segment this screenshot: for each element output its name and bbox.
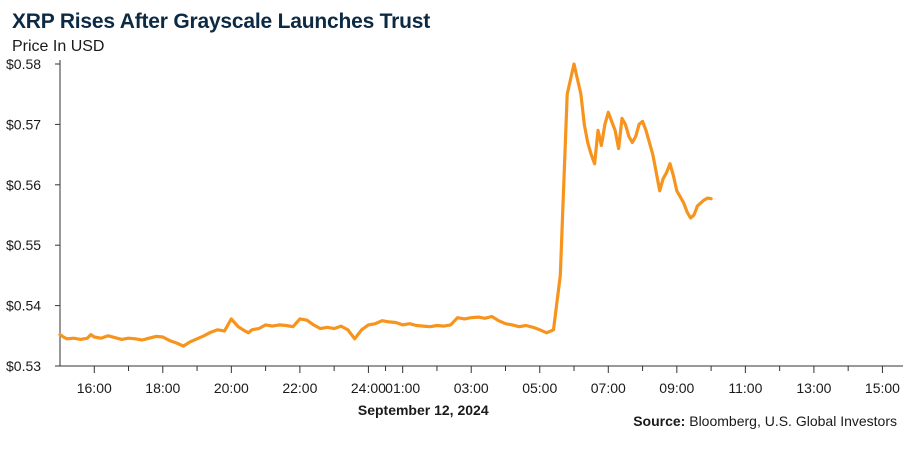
x-tick-label: 13:00 (796, 380, 831, 396)
x-tick-label: 09:00 (659, 380, 694, 396)
x-tick-label: 24:00 (351, 380, 386, 396)
x-tick-label: 16:00 (77, 380, 112, 396)
x-tick-label: 20:00 (214, 380, 249, 396)
source-label: Source: (633, 413, 686, 429)
x-tick-label: 03:00 (454, 380, 489, 396)
x-tick-label: 22:00 (282, 380, 317, 396)
x-tick-label: 11:00 (728, 380, 762, 396)
chart-subtitle: Price In USD (12, 38, 105, 55)
source-text: Bloomberg, U.S. Global Investors (689, 413, 897, 429)
x-tick-label: 15:00 (865, 380, 900, 396)
x-tick-label: 07:00 (591, 380, 626, 396)
y-tick-label: $0.58 (6, 56, 41, 72)
y-tick-label: $0.54 (6, 298, 41, 314)
y-tick-label: $0.55 (6, 237, 41, 253)
x-tick-label: 01:00 (385, 380, 420, 396)
chart-title: XRP Rises After Grayscale Launches Trust (12, 10, 431, 33)
x-tick-label: 18:00 (145, 380, 180, 396)
source-note: Source: Bloomberg, U.S. Global Investors (633, 413, 897, 429)
y-tick-label: $0.53 (6, 358, 41, 374)
y-tick-label: $0.57 (6, 116, 41, 132)
y-tick-label: $0.56 (6, 177, 41, 193)
x-tick-label: 05:00 (522, 380, 557, 396)
price-series-line (58, 62, 713, 348)
x-axis-label: September 12, 2024 (358, 402, 489, 418)
